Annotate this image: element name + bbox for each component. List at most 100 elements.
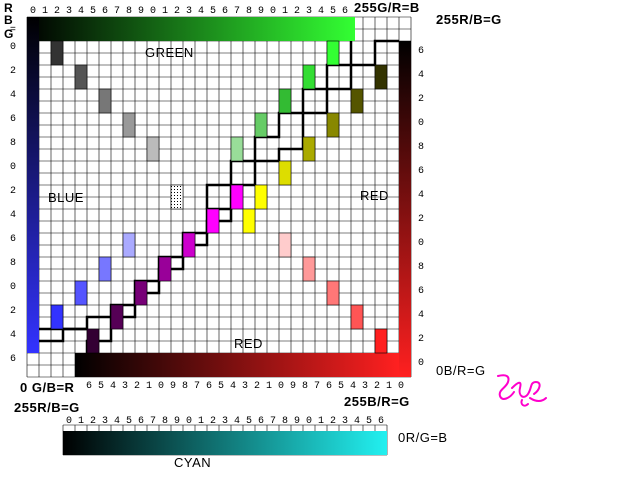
right-tick-label: 6 xyxy=(418,286,424,297)
label-left-bottom: 0 G/B=R xyxy=(20,380,75,395)
color-cell xyxy=(122,232,136,258)
color-cell xyxy=(98,88,112,114)
label-cyan-right: 0R/G=B xyxy=(398,430,448,445)
right-tick-label: 2 xyxy=(418,334,424,345)
color-cell xyxy=(182,232,196,258)
top-tick-label: 4 xyxy=(198,6,204,17)
right-tick-label: 2 xyxy=(418,214,424,225)
color-cell xyxy=(302,256,316,282)
color-cell xyxy=(50,304,64,330)
cyan-tick-label: 8 xyxy=(162,416,168,427)
top-tick-label: 0 xyxy=(270,6,276,17)
right-tick-label: 2 xyxy=(418,94,424,105)
color-cell xyxy=(110,304,124,330)
top-tick-label: 1 xyxy=(162,6,168,17)
right-tick-label: 8 xyxy=(418,142,424,153)
top-tick-label: 2 xyxy=(54,6,60,17)
top-tick-label: 7 xyxy=(234,6,240,17)
color-cell xyxy=(350,304,364,330)
bottom-tick-label: 1 xyxy=(266,381,272,392)
tick-labels: 0 1 2 3 4 5 6 7 8 9 0 1 2 3 4 5 6 7 8 9 0 1 2 3 4 5 66 5 4 3 2 1 0 9 8 7 6 5 4… xyxy=(10,6,424,427)
color-cell xyxy=(146,136,160,162)
bottom-tick-label: 7 xyxy=(194,381,200,392)
red-gradient-bar-right xyxy=(399,41,411,377)
bottom-tick-label: 8 xyxy=(182,381,188,392)
color-cell xyxy=(302,64,316,90)
label-bottom-right: 255B/R=G xyxy=(344,394,410,409)
axis-letter-r: R xyxy=(4,1,13,15)
cyan-tick-label: 4 xyxy=(354,416,360,427)
color-cell xyxy=(374,64,388,90)
color-cell xyxy=(302,136,316,162)
region-label-red-right: RED xyxy=(360,188,389,203)
cyan-tick-label: 5 xyxy=(366,416,372,427)
cyan-tick-label: 5 xyxy=(246,416,252,427)
cyan-tick-label: 9 xyxy=(294,416,300,427)
left-tick-label: 2 xyxy=(10,306,16,317)
bottom-tick-label: 3 xyxy=(362,381,368,392)
top-tick-label: 9 xyxy=(138,6,144,17)
left-tick-label: 8 xyxy=(10,138,16,149)
color-cell xyxy=(326,280,340,306)
color-cell xyxy=(86,328,100,354)
cyan-tick-label: 3 xyxy=(342,416,348,427)
color-cell xyxy=(326,112,340,138)
cyan-gradient-bar xyxy=(63,431,387,455)
color-cell xyxy=(254,184,268,210)
right-tick-label: 8 xyxy=(418,262,424,273)
label-right-top: 255R/B=G xyxy=(436,12,502,27)
left-tick-label: 8 xyxy=(10,258,16,269)
top-tick-label: 5 xyxy=(90,6,96,17)
color-cell xyxy=(230,184,244,210)
right-tick-label: 4 xyxy=(418,70,424,81)
bottom-tick-label: 6 xyxy=(86,381,92,392)
bottom-tick-label: 6 xyxy=(206,381,212,392)
cyan-tick-label: 0 xyxy=(306,416,312,427)
right-tick-label: 0 xyxy=(418,358,424,369)
label-right-bottom: 0B/R=G xyxy=(436,363,486,378)
color-cell xyxy=(374,328,388,354)
diagonal-color-cells xyxy=(50,40,388,354)
cyan-tick-label: 2 xyxy=(330,416,336,427)
left-tick-label: 4 xyxy=(10,330,16,341)
region-label-blue: BLUE xyxy=(48,190,84,205)
top-tick-label: 2 xyxy=(294,6,300,17)
axis-divider: = xyxy=(10,24,16,35)
top-tick-label: 8 xyxy=(126,6,132,17)
top-tick-label: 9 xyxy=(258,6,264,17)
right-tick-label: 0 xyxy=(418,118,424,129)
bottom-tick-label: 0 xyxy=(398,381,404,392)
bottom-tick-label: 2 xyxy=(374,381,380,392)
top-tick-label: 3 xyxy=(186,6,192,17)
left-tick-label: 6 xyxy=(10,114,16,125)
right-tick-label: 6 xyxy=(418,166,424,177)
top-tick-label: 3 xyxy=(306,6,312,17)
cyan-tick-label: 4 xyxy=(234,416,240,427)
cyan-tick-label: 3 xyxy=(102,416,108,427)
top-tick-label: 6 xyxy=(342,6,348,17)
cyan-tick-label: 6 xyxy=(378,416,384,427)
axis-letter-g: G xyxy=(4,27,14,41)
signature-scribble xyxy=(497,374,547,407)
bottom-tick-label: 7 xyxy=(314,381,320,392)
bottom-tick-label: 4 xyxy=(110,381,116,392)
top-tick-label: 3 xyxy=(66,6,72,17)
top-tick-label: 6 xyxy=(102,6,108,17)
green-gradient-bar xyxy=(27,17,355,41)
region-label-red-bottom: RED xyxy=(234,336,263,351)
bottom-tick-label: 1 xyxy=(386,381,392,392)
bottom-tick-label: 4 xyxy=(350,381,356,392)
region-label-cyan: CYAN xyxy=(174,455,212,470)
cyan-tick-label: 7 xyxy=(150,416,156,427)
left-tick-label: 2 xyxy=(10,66,16,77)
right-tick-label: 4 xyxy=(418,310,424,321)
top-tick-label: 1 xyxy=(282,6,288,17)
bottom-tick-label: 5 xyxy=(338,381,344,392)
left-tick-label: 4 xyxy=(10,210,16,221)
cyan-tick-label: 6 xyxy=(138,416,144,427)
blue-gradient-bar xyxy=(27,17,39,353)
left-tick-label: 2 xyxy=(10,186,16,197)
top-tick-label: 2 xyxy=(174,6,180,17)
bottom-tick-label: 8 xyxy=(302,381,308,392)
